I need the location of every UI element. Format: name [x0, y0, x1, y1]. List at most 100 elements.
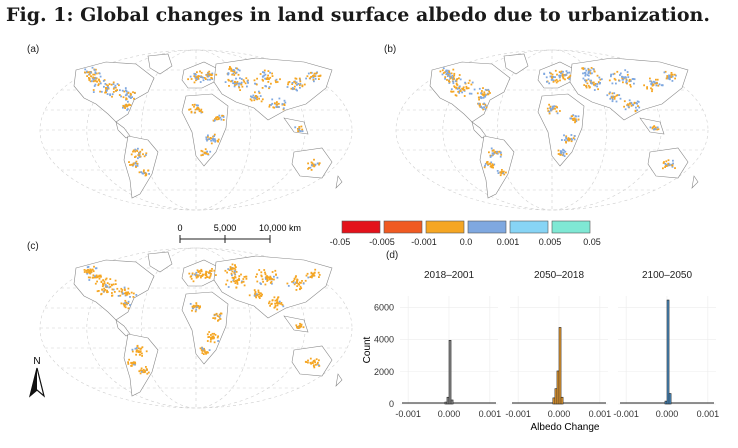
- urban-pixel: [266, 275, 269, 278]
- urban-pixel: [195, 104, 198, 107]
- urban-pixel: [558, 74, 560, 77]
- urban-pixel: [452, 75, 455, 78]
- urban-pixel: [201, 76, 203, 79]
- urban-pixel: [124, 94, 127, 97]
- urban-pixel: [229, 67, 231, 69]
- urban-pixel: [269, 282, 272, 284]
- urban-pixel: [630, 101, 633, 104]
- urban-pixel: [619, 74, 621, 76]
- urban-pixel: [490, 154, 493, 157]
- urban-pixel: [236, 67, 238, 70]
- urban-pixel: [505, 171, 507, 174]
- continent-africa: [181, 93, 229, 167]
- urban-pixel: [195, 76, 198, 79]
- urban-pixel: [451, 74, 454, 77]
- urban-pixel: [275, 81, 277, 84]
- urban-pixel: [142, 371, 145, 374]
- continent-new-zealand: [335, 373, 343, 387]
- urban-pixel: [131, 350, 134, 353]
- urban-pixel: [611, 96, 613, 99]
- urban-pixel: [482, 87, 484, 89]
- urban-pixel: [104, 284, 107, 286]
- urban-pixel: [296, 279, 299, 281]
- urban-pixel: [444, 77, 446, 80]
- urban-pixel: [137, 351, 140, 353]
- urban-pixel: [216, 336, 219, 339]
- urban-pixel: [127, 302, 130, 304]
- urban-pixel: [98, 274, 101, 277]
- urban-pixel: [484, 94, 487, 96]
- urban-pixel: [102, 279, 104, 281]
- urban-pixel: [107, 84, 109, 87]
- urban-pixel: [274, 269, 277, 272]
- urban-pixel: [463, 89, 466, 91]
- urban-pixel: [310, 161, 313, 164]
- scale-label-10000: 10,000 km: [259, 223, 301, 233]
- urban-pixel: [207, 336, 210, 338]
- urban-pixel: [248, 294, 251, 297]
- urban-pixel: [455, 86, 458, 89]
- urban-pixel: [88, 77, 90, 79]
- urban-pixel: [311, 164, 313, 167]
- urban-pixel: [201, 350, 204, 352]
- urban-pixel: [312, 274, 315, 277]
- urban-pixel: [488, 90, 490, 93]
- urban-pixel: [564, 78, 566, 81]
- urban-pixel: [205, 74, 208, 76]
- urban-pixel: [299, 80, 302, 83]
- urban-pixel: [269, 276, 272, 279]
- urban-pixel: [651, 84, 654, 87]
- urban-pixel: [589, 69, 592, 72]
- urban-pixel: [278, 97, 281, 100]
- urban-pixel: [302, 282, 305, 285]
- urban-pixel: [124, 87, 127, 89]
- urban-pixel: [136, 165, 139, 167]
- urban-pixel: [235, 266, 237, 269]
- urban-pixel: [240, 83, 243, 86]
- y-tick-label: 6000: [374, 302, 394, 312]
- urban-pixel: [244, 82, 247, 85]
- urban-pixel: [636, 102, 638, 105]
- urban-pixel: [573, 135, 576, 137]
- urban-pixel: [308, 77, 311, 80]
- urban-pixel: [114, 84, 117, 87]
- urban-pixel: [131, 348, 134, 351]
- urban-pixel: [315, 72, 318, 74]
- urban-pixel: [257, 291, 260, 294]
- urban-pixel: [194, 310, 197, 313]
- urban-pixel: [266, 280, 269, 282]
- urban-pixel: [210, 142, 213, 145]
- urban-pixel: [276, 81, 279, 83]
- urban-pixel: [455, 83, 458, 86]
- y-axis-label: Count: [362, 336, 373, 363]
- urban-pixel: [317, 361, 319, 364]
- urban-pixel: [210, 338, 212, 341]
- urban-pixel: [446, 71, 449, 74]
- urban-pixel: [254, 97, 257, 100]
- urban-pixel: [558, 76, 561, 79]
- urban-pixel: [233, 277, 235, 280]
- urban-pixel: [206, 78, 209, 81]
- urban-pixel: [624, 108, 627, 111]
- urban-pixel: [482, 94, 485, 97]
- urban-pixel: [88, 79, 91, 81]
- urban-pixel: [226, 271, 228, 274]
- urban-pixel: [194, 111, 197, 114]
- urban-pixel: [637, 105, 639, 107]
- urban-pixel: [259, 282, 262, 285]
- urban-pixel: [483, 91, 486, 94]
- urban-pixel: [549, 105, 552, 108]
- urban-pixel: [294, 77, 297, 80]
- urban-pixel: [205, 138, 208, 141]
- urban-pixel: [296, 326, 298, 328]
- urban-pixel: [612, 95, 614, 98]
- urban-pixel: [83, 269, 86, 271]
- urban-pixel: [102, 80, 105, 82]
- urban-pixel: [120, 302, 123, 305]
- urban-pixel: [614, 78, 617, 81]
- urban-pixel: [673, 73, 676, 76]
- urban-pixel: [560, 72, 563, 75]
- urban-pixel: [572, 119, 575, 121]
- facet-title: 2050–2018: [534, 270, 584, 281]
- urban-pixel: [191, 309, 193, 312]
